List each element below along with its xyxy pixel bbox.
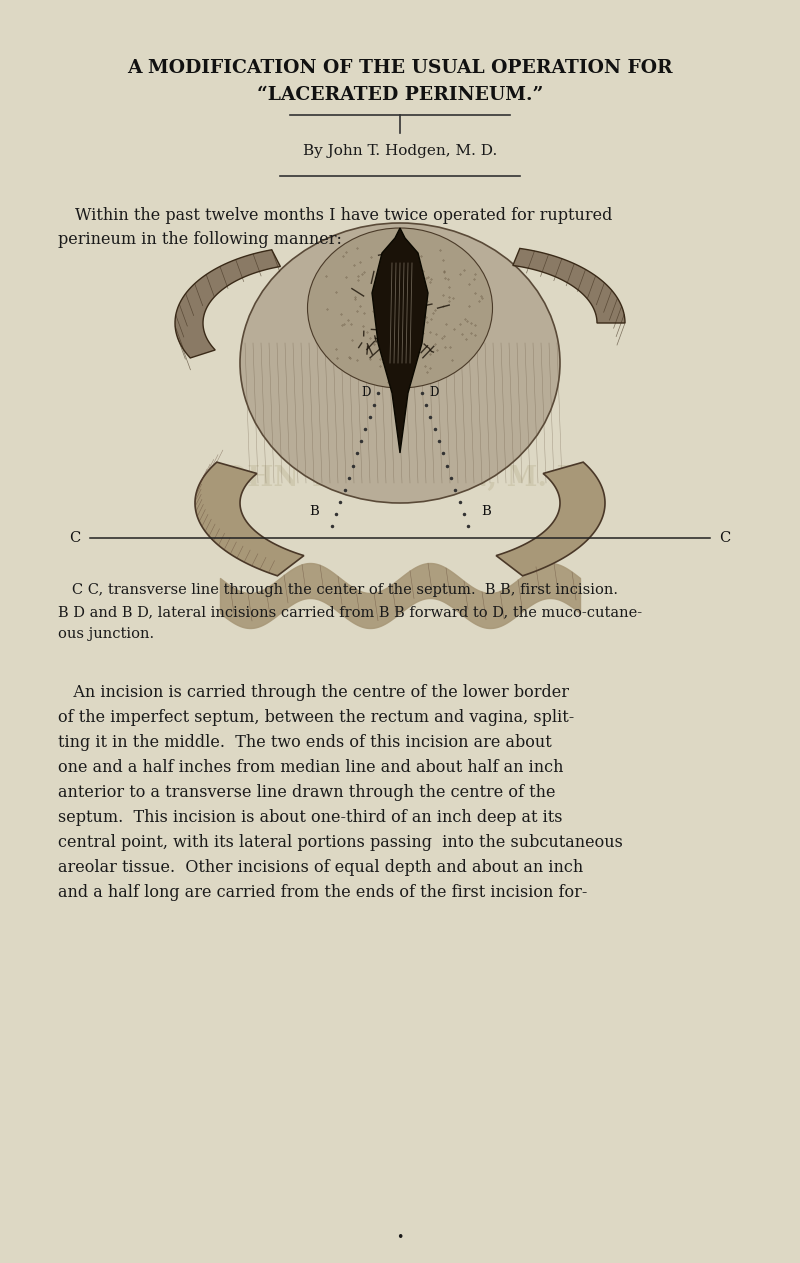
Text: By John T. Hodgen, M. D.: By John T. Hodgen, M. D.	[303, 144, 497, 158]
Text: D: D	[430, 386, 438, 399]
Text: B: B	[309, 505, 319, 518]
Text: C: C	[70, 530, 81, 546]
Text: one and a half inches from median line and about half an inch: one and a half inches from median line a…	[58, 759, 563, 775]
Polygon shape	[513, 249, 625, 323]
Text: D: D	[362, 386, 370, 399]
Ellipse shape	[307, 229, 493, 388]
Text: central point, with its lateral portions passing  into the subcutaneous: central point, with its lateral portions…	[58, 834, 623, 851]
Text: ous junction.: ous junction.	[58, 626, 154, 642]
Text: B D and B D, lateral incisions carried from B B forward to D, the muco-cutane-: B D and B D, lateral incisions carried f…	[58, 605, 642, 619]
Text: “LACERATED PERINEUM.”: “LACERATED PERINEUM.”	[257, 86, 543, 104]
Text: C: C	[719, 530, 730, 546]
Ellipse shape	[240, 224, 560, 503]
Text: •: •	[396, 1231, 404, 1244]
Text: and a half long are carried from the ends of the first incision for-: and a half long are carried from the end…	[58, 884, 587, 901]
Text: Within the past twelve months I have twice operated for ruptured: Within the past twelve months I have twi…	[75, 206, 612, 224]
Text: An incision is carried through the centre of the lower border: An incision is carried through the centr…	[58, 685, 569, 701]
Text: MUNIЯEP: MUNIЯEP	[298, 392, 442, 416]
Text: areolar tissue.  Other incisions of equal depth and about an inch: areolar tissue. Other incisions of equal…	[58, 859, 583, 877]
Text: perineum in the following manner:: perineum in the following manner:	[58, 231, 342, 249]
Text: septum.  This incision is about one-third of an inch deep at its: septum. This incision is about one-third…	[58, 810, 562, 826]
Text: anterior to a transverse line drawn through the centre of the: anterior to a transverse line drawn thro…	[58, 784, 555, 801]
Polygon shape	[496, 462, 605, 576]
Text: of the imperfect septum, between the rectum and vagina, split-: of the imperfect septum, between the rec…	[58, 709, 574, 726]
Polygon shape	[195, 462, 304, 576]
Polygon shape	[372, 229, 428, 453]
Text: A MODIFICATION OF THE USUAL OPERATION FOR: A MODIFICATION OF THE USUAL OPERATION FO…	[127, 59, 673, 77]
Text: ting it in the middle.  The two ends of this incision are about: ting it in the middle. The two ends of t…	[58, 734, 552, 751]
Text: C C, transverse line through the center of the septum.  B B, first incision.: C C, transverse line through the center …	[58, 584, 618, 597]
Polygon shape	[175, 250, 280, 357]
Text: JOHN T. HODGEN, M. D.: JOHN T. HODGEN, M. D.	[210, 465, 590, 491]
Text: B: B	[481, 505, 491, 518]
